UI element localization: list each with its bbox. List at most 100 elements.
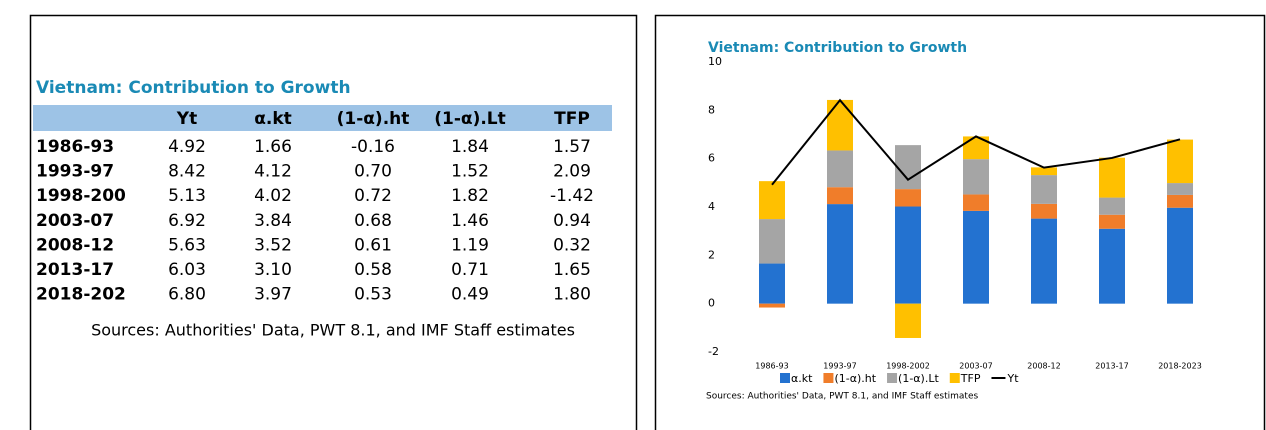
column-header: (1-α).ht: [337, 109, 410, 129]
chart-title: Vietnam: Contribution to Growth: [708, 40, 967, 56]
cell: 0.72: [354, 186, 392, 206]
cell: -1.42: [550, 186, 594, 206]
cell: 0.49: [451, 285, 489, 305]
cell: 0.58: [354, 260, 392, 280]
cell: 0.53: [354, 285, 392, 305]
column-header: α.kt: [254, 109, 292, 129]
row-label: 2013-17: [36, 260, 114, 280]
y-tick-label: -2: [708, 345, 719, 358]
bar-segment: [963, 194, 989, 211]
y-tick-label: 8: [708, 103, 715, 116]
x-tick-label: 2008-12: [1027, 362, 1060, 371]
row-label: 1998-200: [36, 186, 126, 206]
cell: 1.19: [451, 235, 489, 255]
y-tick-label: 2: [708, 248, 715, 261]
bar-segment: [1167, 139, 1193, 184]
legend-label: Yt: [1006, 372, 1019, 385]
table-panel: [29, 14, 638, 430]
cell: 1.57: [553, 137, 591, 157]
x-tick-label: 2018-2023: [1158, 362, 1202, 371]
y-tick-label: 10: [708, 55, 722, 68]
bar-segment: [759, 263, 785, 304]
bar-segment: [895, 303, 921, 338]
cell: 5.63: [168, 235, 206, 255]
bar-segment: [759, 181, 785, 220]
cell: 1.46: [451, 211, 489, 231]
legend-swatch: [823, 373, 834, 383]
column-header: Yt: [176, 109, 197, 129]
cell: 0.68: [354, 211, 392, 231]
cell: 1.80: [553, 285, 591, 305]
chart-panel: [654, 14, 1266, 430]
bar-segment: [1099, 214, 1125, 229]
cell: 1.65: [553, 260, 591, 280]
bar-segment: [1099, 228, 1125, 304]
cell: 6.03: [168, 260, 206, 280]
bar-segment: [759, 303, 785, 308]
x-tick-label: 1993-97: [823, 362, 856, 371]
bar-segment: [1031, 203, 1057, 219]
cell: 1.52: [451, 162, 489, 182]
bar-segment: [963, 136, 989, 160]
cell: 0.94: [553, 211, 591, 231]
x-tick-label: 1986-93: [755, 362, 788, 371]
cell: -0.16: [351, 137, 395, 157]
row-label: 1993-97: [36, 162, 114, 182]
cell: 0.32: [553, 235, 591, 255]
cell: 1.84: [451, 137, 489, 157]
bar-segment: [827, 187, 853, 205]
cell: 6.92: [168, 211, 206, 231]
bar-segment: [1031, 175, 1057, 204]
cell: 3.52: [254, 235, 292, 255]
cell: 0.71: [451, 260, 489, 280]
bar-segment: [827, 150, 853, 188]
chart-source: Sources: Authorities' Data, PWT 8.1, and…: [706, 392, 978, 402]
bar-segment: [895, 189, 921, 207]
line: [771, 98, 1181, 186]
cell: 4.92: [168, 137, 206, 157]
bar-segment: [963, 210, 989, 304]
bar-segment: [895, 145, 921, 190]
cell: 3.97: [254, 285, 292, 305]
column-header: (1-α).Lt: [434, 109, 506, 129]
cell: 8.42: [168, 162, 206, 182]
cell: 6.80: [168, 285, 206, 305]
legend-label: TFP: [960, 372, 981, 385]
row-label: 1986-93: [36, 137, 114, 157]
row-label: 2008-12: [36, 235, 114, 255]
row-label: 2003-07: [36, 211, 114, 231]
cell: 3.84: [254, 211, 292, 231]
cell: 4.02: [254, 186, 292, 206]
table-source: Sources: Authorities' Data, PWT 8.1, and…: [91, 321, 575, 340]
cell: 1.66: [254, 137, 292, 157]
cell: 1.82: [451, 186, 489, 206]
cell: 0.61: [354, 235, 392, 255]
bar-segment: [1167, 207, 1193, 304]
bar-segment: [827, 204, 853, 304]
legend-swatch: [887, 373, 898, 383]
cell: 4.12: [254, 162, 292, 182]
cell: 0.70: [354, 162, 392, 182]
table-title: Vietnam: Contribution to Growth: [36, 78, 351, 98]
bar-segment: [1031, 218, 1057, 304]
bar-segment: [963, 159, 989, 195]
bar-segment: [895, 206, 921, 304]
x-tick-label: 2013-17: [1095, 362, 1128, 371]
bar-segment: [827, 99, 853, 151]
cell: 5.13: [168, 186, 206, 206]
cell: 3.10: [254, 260, 292, 280]
y-tick-label: 6: [708, 152, 715, 165]
legend-swatch: [949, 373, 960, 383]
x-tick-label: 2003-07: [959, 362, 992, 371]
bar-segment: [1099, 197, 1125, 215]
row-label: 2018-202: [36, 285, 126, 305]
x-tick-label: 1998-2002: [886, 362, 930, 371]
bar-segment: [1167, 183, 1193, 195]
legend-swatch: [780, 373, 790, 383]
bar-segment: [1031, 167, 1057, 176]
bar-segment: [1167, 194, 1193, 208]
legend-label: (1-α).Lt: [898, 372, 939, 385]
y-tick-label: 4: [708, 200, 715, 213]
column-header: TFP: [554, 109, 590, 129]
